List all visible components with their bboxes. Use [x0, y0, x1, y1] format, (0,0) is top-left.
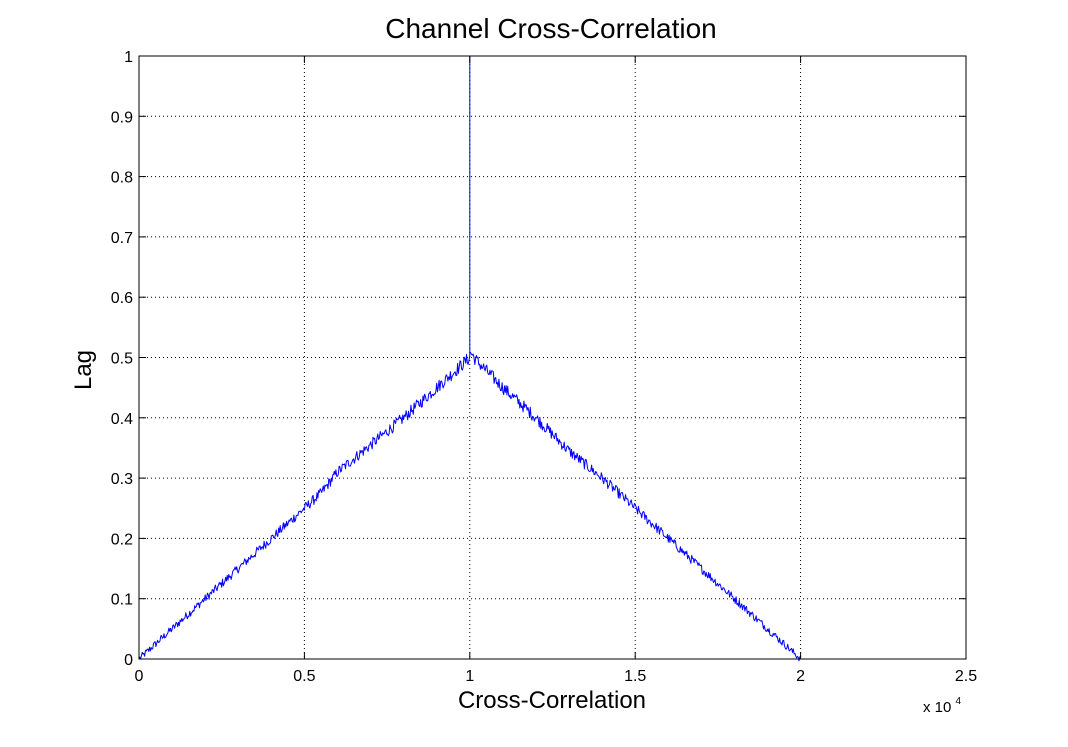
y-tick-label: 0.8 [111, 170, 133, 187]
y-tick-label: 0.9 [111, 109, 133, 126]
y-tick-label: 0 [124, 652, 133, 669]
x-tick-label: 0.5 [293, 668, 315, 685]
y-tick-label: 0.5 [111, 351, 133, 368]
x-axis-exponent-power: 4 [956, 696, 962, 707]
y-tick-label: 0.6 [111, 290, 133, 307]
plot-area [139, 56, 966, 659]
x-tick-label: 2 [796, 668, 805, 685]
x-tick-label: 1.5 [624, 668, 646, 685]
y-axis-label: Lag [70, 350, 97, 390]
x-axis-label: Cross-Correlation [458, 687, 646, 714]
y-tick-label: 0.7 [111, 230, 133, 247]
y-tick-label: 0.3 [111, 471, 133, 488]
y-tick-label: 0.2 [111, 531, 133, 548]
y-tick-label: 0.1 [111, 592, 133, 609]
chart-title: Channel Cross-Correlation [385, 13, 716, 44]
series-layer [138, 55, 801, 662]
y-tick-label: 0.4 [111, 411, 133, 428]
x-tick-label: 1 [465, 668, 474, 685]
x-axis-exponent-base: x 10 [923, 699, 951, 716]
x-tick-label: 0 [135, 668, 144, 685]
ticks: 0 0.5 1 1.5 2 2.5 0 0.1 0.2 0.3 0.4 0.5 0.6 0.7 0.8 0.9… [111, 49, 977, 685]
y-tick-label: 1 [124, 49, 133, 66]
x-tick-label: 2.5 [955, 668, 977, 685]
x-axis-exponent: x 10 4 [923, 696, 962, 716]
series-line [138, 55, 801, 662]
